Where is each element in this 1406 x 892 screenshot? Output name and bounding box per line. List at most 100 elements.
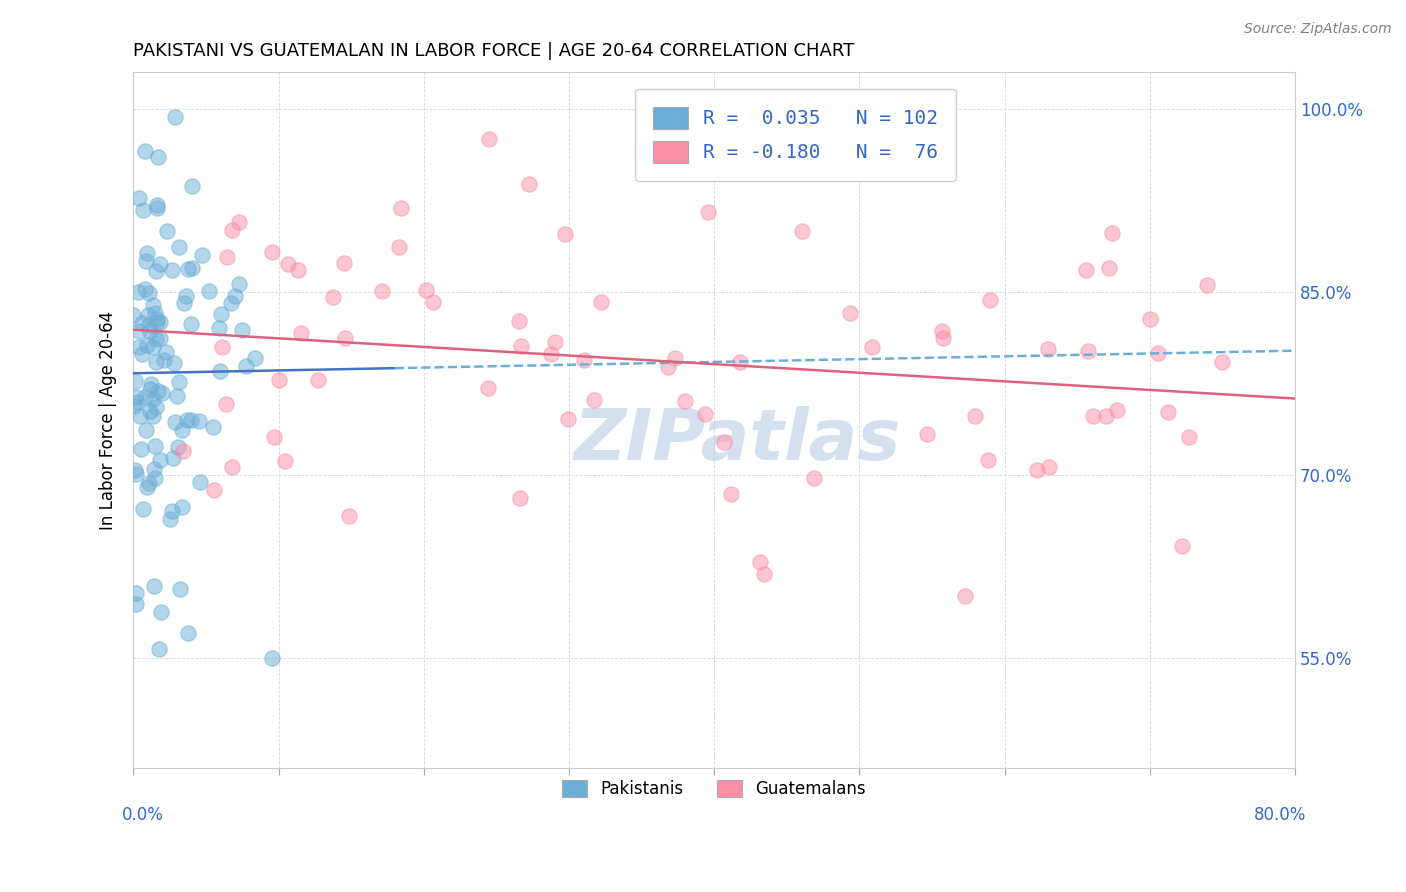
Point <box>333 256 356 270</box>
Point <box>730 355 752 369</box>
Point <box>131 316 153 330</box>
Point <box>231 323 253 337</box>
Y-axis label: In Labor Force | Age 20-64: In Labor Force | Age 20-64 <box>100 310 117 530</box>
Point <box>754 567 776 582</box>
Text: 0.0%: 0.0% <box>122 806 163 824</box>
Point <box>145 201 167 215</box>
Point <box>146 198 169 212</box>
Point <box>172 424 194 438</box>
Point <box>163 415 186 429</box>
Point <box>509 339 531 353</box>
Point <box>582 392 605 407</box>
Point <box>148 642 170 657</box>
Point <box>169 582 191 596</box>
Point <box>180 260 202 275</box>
Point <box>290 326 312 340</box>
Point <box>135 245 157 260</box>
Point <box>129 442 152 456</box>
Point <box>243 351 266 366</box>
Point <box>135 480 157 494</box>
Point <box>224 289 246 303</box>
Point <box>748 555 770 569</box>
Point <box>1101 226 1123 240</box>
Point <box>191 248 214 262</box>
Point <box>134 390 156 404</box>
Point <box>149 330 172 344</box>
Point <box>1107 403 1129 417</box>
Legend: Pakistanis, Guatemalans: Pakistanis, Guatemalans <box>548 767 879 812</box>
Point <box>953 589 976 603</box>
Point <box>142 298 165 312</box>
Point <box>1036 343 1059 357</box>
Point <box>215 397 238 411</box>
Point <box>1139 312 1161 326</box>
Point <box>664 351 686 365</box>
Point <box>135 423 157 437</box>
Point <box>544 335 567 350</box>
Point <box>1077 344 1099 359</box>
Point <box>589 295 612 310</box>
Point <box>156 224 179 238</box>
Point <box>125 586 148 600</box>
Point <box>221 460 243 475</box>
Point <box>1146 346 1168 360</box>
Point <box>139 382 162 396</box>
Point <box>540 347 562 361</box>
Point <box>127 285 149 299</box>
Point <box>169 376 191 390</box>
Text: Source: ZipAtlas.com: Source: ZipAtlas.com <box>1244 22 1392 37</box>
Point <box>274 453 297 467</box>
Point <box>149 453 172 467</box>
Point <box>979 293 1001 307</box>
Point <box>145 264 167 278</box>
Point <box>136 308 159 322</box>
Point <box>215 250 238 264</box>
Point <box>135 253 157 268</box>
Point <box>176 413 198 427</box>
Point <box>128 191 150 205</box>
Point <box>166 389 188 403</box>
Point <box>138 285 160 300</box>
Point <box>142 340 165 354</box>
Point <box>124 374 146 388</box>
Point <box>149 315 172 329</box>
Point <box>391 201 413 215</box>
Point <box>976 453 998 467</box>
Point <box>128 324 150 338</box>
Point <box>208 321 231 335</box>
Point <box>139 324 162 338</box>
Point <box>693 408 716 422</box>
Point <box>201 420 224 434</box>
Point <box>138 476 160 491</box>
Point <box>260 650 283 665</box>
Point <box>153 353 176 368</box>
Point <box>131 347 153 361</box>
Point <box>142 392 165 407</box>
Point <box>228 277 250 292</box>
Point <box>287 262 309 277</box>
Point <box>134 282 156 296</box>
Point <box>139 403 162 417</box>
Point <box>129 409 152 423</box>
Point <box>478 132 501 146</box>
Point <box>211 340 233 354</box>
Point <box>122 399 145 413</box>
Point <box>269 373 291 387</box>
Point <box>1171 539 1194 553</box>
Point <box>159 512 181 526</box>
Point <box>173 295 195 310</box>
Point <box>370 285 392 299</box>
Point <box>387 240 409 254</box>
Point <box>1211 355 1233 369</box>
Point <box>145 401 167 415</box>
Point <box>1157 405 1180 419</box>
Point <box>136 337 159 351</box>
Point <box>142 462 165 476</box>
Point <box>509 491 531 506</box>
Point <box>162 450 184 465</box>
Point <box>149 257 172 271</box>
Point <box>219 296 242 310</box>
Point <box>508 314 530 328</box>
Point <box>143 439 166 453</box>
Point <box>228 214 250 228</box>
